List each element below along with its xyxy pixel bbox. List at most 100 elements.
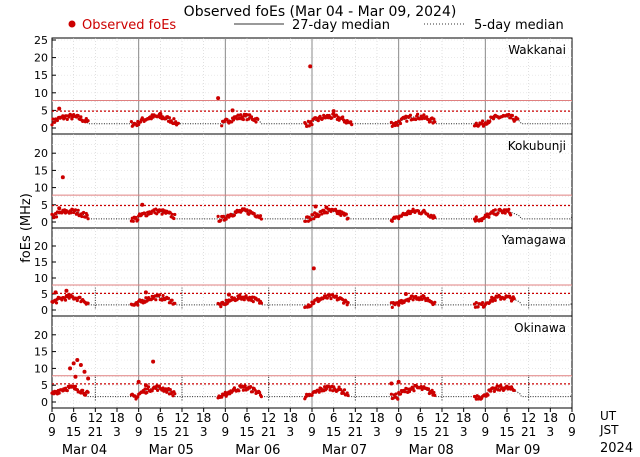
ut-tick-label: 0	[395, 411, 403, 425]
observed-point	[170, 298, 174, 302]
observed-point	[241, 388, 245, 392]
observed-point	[157, 384, 161, 388]
observed-point	[248, 113, 252, 117]
y-tick-label: 0	[41, 304, 48, 317]
y-tick-label: 5	[41, 379, 48, 392]
observed-point	[328, 388, 332, 392]
observed-point	[496, 211, 500, 215]
jst-tick-label: 3	[200, 425, 208, 439]
observed-point	[143, 387, 147, 391]
observed-point	[259, 217, 263, 221]
observed-point	[505, 384, 509, 388]
panel-wakkanai: 0 5 10 15 20 25 Wakkanai	[34, 34, 573, 135]
ut-tick-label: 18	[283, 411, 298, 425]
observed-point	[509, 116, 513, 120]
jst-tick-label: 15	[239, 425, 254, 439]
ut-tick-label: 18	[456, 411, 471, 425]
ut-tick-label: 18	[196, 411, 211, 425]
observed-point	[86, 301, 90, 305]
observed-point	[75, 298, 79, 303]
observed-point	[396, 397, 400, 401]
observed-point	[433, 215, 437, 220]
jst-tick-label: 21	[88, 425, 103, 439]
station-panels: 0 5 10 15 20 25 Wakkanai 0 5 10 15 20 Kokubunji 0 5 10 1…	[34, 34, 573, 409]
observed-point	[158, 111, 163, 116]
ut-tick-label: 18	[369, 411, 384, 425]
observed-point	[315, 296, 319, 300]
observed-point	[157, 293, 161, 297]
jst-tick-label: 9	[48, 425, 56, 439]
observed-point	[433, 393, 437, 397]
observed-point	[320, 212, 324, 216]
observed-point	[344, 212, 348, 216]
observed-point	[64, 288, 69, 293]
observed-point	[73, 208, 78, 212]
observed-point	[53, 120, 57, 124]
observed-point	[171, 394, 175, 398]
observed-point	[76, 114, 80, 118]
observed-point	[249, 115, 254, 119]
observed-point	[493, 298, 497, 302]
observed-point	[474, 215, 478, 219]
observed-point	[405, 119, 409, 123]
jst-tick-label: 21	[521, 425, 536, 439]
observed-point	[259, 395, 263, 399]
observed-point	[57, 391, 61, 395]
observed-point	[416, 112, 420, 116]
observed-point	[512, 297, 516, 301]
observed-point	[310, 393, 314, 397]
jst-tick-label: 15	[499, 425, 514, 439]
observed-point	[140, 202, 145, 207]
observed-point	[78, 363, 83, 368]
observed-point	[75, 358, 80, 362]
ut-tick-label: 0	[568, 411, 576, 425]
observed-point	[341, 115, 345, 119]
ut-tick-label: 18	[543, 411, 558, 425]
observed-point	[396, 123, 400, 127]
observed-point	[403, 390, 407, 394]
year-label: 2024	[600, 441, 633, 456]
observed-point	[304, 219, 308, 223]
observed-point	[313, 204, 318, 209]
observed-point	[73, 384, 78, 388]
jst-tick-label: 9	[482, 425, 490, 439]
jst-tick-label: 9	[568, 425, 576, 439]
panel-kokubunji: 0 5 10 15 20 Kokubunji	[34, 133, 573, 229]
observed-point	[249, 385, 253, 389]
y-tick-label: 0	[41, 396, 48, 409]
jst-tick-label: 15	[326, 425, 341, 439]
observed-point	[493, 208, 497, 212]
observed-point	[65, 389, 69, 393]
observed-point	[487, 215, 491, 219]
jst-tick-label: 3	[373, 425, 381, 439]
observed-point	[350, 123, 354, 127]
observed-point	[65, 117, 69, 121]
observed-point	[50, 123, 54, 127]
y-tick-label: 0	[41, 216, 48, 229]
observed-point	[143, 383, 148, 388]
observed-point	[342, 388, 347, 392]
observed-point	[407, 209, 411, 213]
observed-point	[144, 296, 148, 300]
observed-point	[86, 376, 91, 381]
observed-point	[136, 379, 141, 384]
observed-point	[223, 390, 227, 394]
observed-point	[226, 292, 231, 297]
observed-point	[79, 391, 83, 395]
observed-point	[173, 301, 177, 305]
observed-point	[414, 294, 418, 299]
chart-title: Observed foEs (Mar 04 - Mar 09, 2024)	[184, 4, 457, 20]
observed-point	[216, 96, 221, 101]
observed-point	[310, 123, 314, 127]
observed-point	[509, 213, 513, 217]
observed-point	[433, 120, 437, 124]
day-label: Mar 09	[495, 443, 540, 457]
observed-point	[136, 303, 140, 307]
observed-point	[304, 122, 308, 126]
observed-point	[492, 389, 496, 393]
observed-point	[143, 211, 147, 215]
observed-point	[131, 219, 135, 223]
observed-point	[330, 116, 334, 120]
observed-point	[405, 213, 409, 217]
observed-point	[309, 217, 313, 221]
